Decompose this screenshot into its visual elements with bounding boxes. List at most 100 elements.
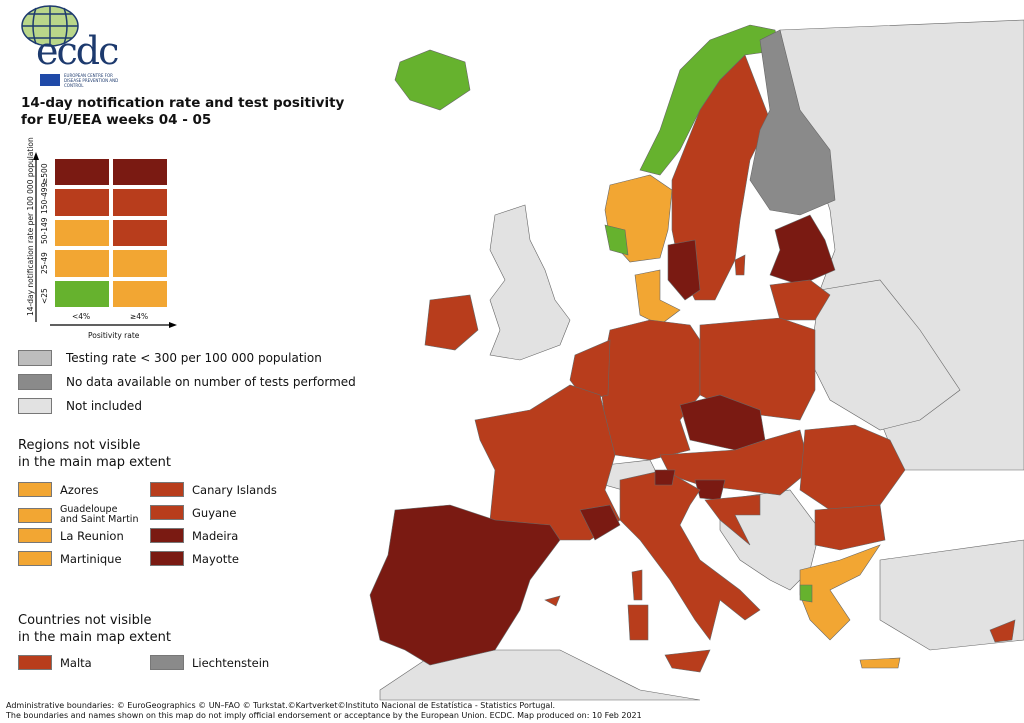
matrix-cell <box>112 279 168 308</box>
island-crete <box>859 657 901 669</box>
region-sweden-south <box>667 239 701 301</box>
matrix-x-axis-label: Positivity rate <box>88 331 140 340</box>
region-swatch <box>150 505 184 520</box>
island-sardinia <box>627 604 649 641</box>
map-title: 14-day notification rate and test positi… <box>21 95 344 129</box>
matrix-cell <box>112 249 168 278</box>
country-cyprus <box>989 619 1016 643</box>
eu-flag-icon <box>40 74 60 86</box>
matrix-cell <box>54 188 110 217</box>
legend-matrix <box>54 158 168 308</box>
region-item: Canary Islands <box>150 482 277 497</box>
matrix-row-label: 25-49 <box>40 252 49 274</box>
matrix-cell <box>54 249 110 278</box>
region-france-se <box>579 504 621 541</box>
island-gotland <box>734 254 746 276</box>
logo-text: ecdc <box>36 29 119 73</box>
countries-heading-2: in the main map extent <box>18 630 171 645</box>
region-label: Martinique <box>60 551 122 566</box>
region-item: Azores <box>18 482 98 497</box>
legend-swatch <box>18 350 52 366</box>
regions-heading: Regions not visible in the main map exte… <box>18 437 171 471</box>
matrix-row-label: 150-499 <box>40 182 49 214</box>
region-swatch <box>18 551 52 566</box>
region-item: Guadeloupe and Saint Martin <box>18 505 138 525</box>
country-italy <box>619 469 761 641</box>
region-item: Guyane <box>150 505 236 520</box>
country-estonia-latvia <box>769 214 836 286</box>
region-label: Madeira <box>192 528 239 543</box>
country-norway-green-sw <box>604 224 629 256</box>
region-item: Madeira <box>150 528 238 543</box>
country-item: Malta <box>18 655 92 670</box>
legend-item: No data available on number of tests per… <box>18 374 356 390</box>
matrix-col-label: ≥4% <box>130 312 149 321</box>
country-romania <box>799 424 906 511</box>
regions-heading-1: Regions not visible <box>18 438 141 453</box>
country-item: Liechtenstein <box>150 655 269 670</box>
legend-swatch <box>18 398 52 414</box>
region-swatch <box>150 528 184 543</box>
country-swatch <box>18 655 52 670</box>
region-swatch <box>18 482 52 497</box>
region-italy-north <box>654 469 676 486</box>
region-swatch <box>18 528 52 543</box>
legend-item: Not included <box>18 398 142 414</box>
region-greece-west <box>799 584 813 603</box>
matrix-cell <box>54 158 110 187</box>
region-label: Guyane <box>192 505 237 520</box>
country-croatia <box>704 494 761 546</box>
matrix-row-label: <25 <box>40 288 49 304</box>
region-label: Mayotte <box>192 551 239 566</box>
title-line-2: for EU/EEA weeks 04 - 05 <box>21 112 212 128</box>
logo-globe <box>21 5 79 47</box>
island-balearic <box>544 595 561 607</box>
regions-heading-2: in the main map extent <box>18 455 171 470</box>
matrix-cell <box>54 279 110 308</box>
matrix-cell <box>112 158 168 187</box>
region-swatch <box>150 482 184 497</box>
region-swatch <box>150 551 184 566</box>
country-swatch <box>150 655 184 670</box>
region-belarus-ukraine <box>809 279 961 431</box>
country-spain-portugal <box>369 504 561 666</box>
legend-swatch <box>18 374 52 390</box>
footer-line-2: The boundaries and names shown on this m… <box>6 711 642 720</box>
ecdc-logo: ecdc EUROPEAN CENTRE FOR DISEASE PREVENT… <box>18 4 128 90</box>
country-denmark <box>634 269 681 326</box>
matrix-cell <box>112 218 168 248</box>
country-iceland <box>394 49 471 111</box>
legend-label: Testing rate < 300 per 100 000 populatio… <box>66 351 322 365</box>
region-uk <box>489 204 571 361</box>
countries-heading-1: Countries not visible <box>18 613 152 628</box>
logo-subtitle: EUROPEAN CENTRE FOR DISEASE PREVENTION A… <box>64 73 119 88</box>
region-label: Guadeloupe and Saint Martin <box>60 504 139 525</box>
country-germany <box>599 319 701 461</box>
countries-heading: Countries not visible in the main map ex… <box>18 612 171 646</box>
country-bulgaria <box>814 504 886 551</box>
country-austria-slovakia-hungary <box>659 429 811 496</box>
region-item: Martinique <box>18 551 122 566</box>
region-item: La Reunion <box>18 528 124 543</box>
island-sicily <box>664 649 711 673</box>
country-finland <box>749 29 836 216</box>
matrix-row-label: 50-149 <box>40 217 49 244</box>
footer-line-1: Administrative boundaries: © EuroGeograp… <box>6 701 556 710</box>
legend-label: No data available on number of tests per… <box>66 375 356 389</box>
country-label: Malta <box>60 655 92 670</box>
country-label: Liechtenstein <box>192 655 270 670</box>
matrix-cell <box>54 218 110 248</box>
legend-item: Testing rate < 300 per 100 000 populatio… <box>18 350 322 366</box>
region-label: Azores <box>60 482 99 497</box>
region-label: Canary Islands <box>192 482 277 497</box>
title-line-1: 14-day notification rate and test positi… <box>21 95 345 111</box>
matrix-axes <box>33 152 177 328</box>
island-corsica <box>631 569 643 601</box>
matrix-col-label: <4% <box>72 312 91 321</box>
legend-label: Not included <box>66 399 142 413</box>
country-ireland <box>424 294 479 351</box>
region-swatch <box>18 507 52 523</box>
matrix-cell <box>112 188 168 217</box>
matrix-y-axis-label: 14-day notification rate per 100 000 pop… <box>26 137 35 316</box>
